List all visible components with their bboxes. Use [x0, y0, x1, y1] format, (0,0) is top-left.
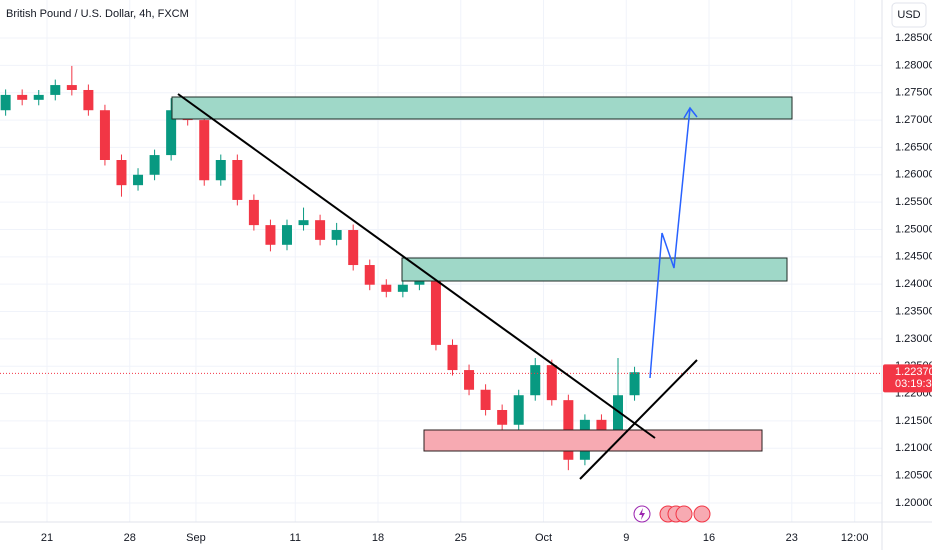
candle-body [248, 199, 259, 226]
x-tick-label: 25 [455, 532, 467, 544]
candle-body [265, 225, 276, 245]
currency-button[interactable] [891, 2, 927, 28]
candle-body [381, 284, 392, 292]
y-tick-label: 1.21000 [895, 442, 932, 454]
flag-icon[interactable] [693, 505, 711, 523]
candle-body [133, 174, 144, 186]
candle-body [315, 220, 326, 240]
x-tick-label: 9 [623, 532, 629, 544]
candle-body [596, 419, 607, 431]
candle-body [513, 395, 524, 425]
candle-body [33, 94, 44, 100]
projection-arrow [649, 107, 691, 379]
trend-line [579, 359, 698, 480]
candle-body [215, 160, 226, 181]
resistance-zone [171, 96, 793, 120]
candle-body [166, 110, 177, 156]
candle-body [83, 89, 94, 111]
y-tick-label: 1.23500 [895, 305, 932, 317]
chart-title: British Pound / U.S. Dollar, 4h, FXCM [6, 8, 189, 20]
y-tick-label: 1.27500 [895, 87, 932, 99]
candle-body [530, 365, 541, 396]
candle-body [66, 85, 77, 90]
y-tick-label: 1.26000 [895, 169, 932, 181]
x-tick-label: 11 [290, 532, 301, 544]
y-tick-label: 1.24500 [895, 251, 932, 263]
candle-body [348, 230, 359, 266]
candle-body [464, 370, 475, 390]
currency-label: USD [897, 9, 920, 21]
y-tick-label: 1.27000 [895, 114, 932, 126]
y-tick-label: 1.21500 [895, 415, 932, 427]
y-tick-label: 1.28500 [895, 32, 932, 44]
countdown-label: 03:19:32 [895, 378, 932, 390]
x-tick-label: Oct [535, 532, 552, 544]
candle-body [199, 120, 210, 181]
x-tick-label: 12:00 [841, 532, 869, 544]
candle-body [298, 220, 309, 226]
trend-line [177, 93, 656, 439]
y-tick-label: 1.25000 [895, 223, 932, 235]
candle-body [331, 230, 342, 240]
candle-body [116, 160, 127, 186]
y-tick-label: 1.28000 [895, 59, 932, 71]
candle-body [50, 85, 61, 95]
candle-body [497, 409, 508, 425]
flag-icon[interactable] [675, 505, 693, 523]
arrow-head [683, 106, 698, 119]
candle-body [430, 274, 441, 345]
x-tick-label: 21 [41, 532, 53, 544]
candle-body [149, 155, 160, 175]
support-zone [423, 429, 763, 452]
y-tick-label: 1.20500 [895, 470, 932, 482]
x-tick-label: 23 [786, 532, 798, 544]
drawings [171, 93, 793, 480]
y-tick-label: 1.24000 [895, 278, 932, 290]
x-tick-label: 18 [372, 532, 384, 544]
candle-body [546, 365, 557, 401]
last-price-label: 1.22370 [895, 366, 932, 378]
candle-body [480, 389, 491, 410]
candle-body [232, 160, 243, 200]
candle-body [99, 110, 110, 161]
y-tick-label: 1.26500 [895, 141, 932, 153]
event-icons [633, 505, 711, 523]
candle-body [364, 265, 375, 285]
y-tick-label: 1.25500 [895, 196, 932, 208]
candle-body [17, 94, 28, 100]
resistance-zone [401, 257, 788, 282]
y-tick-label: 1.23000 [895, 333, 932, 345]
candle-body [281, 225, 292, 245]
candle-body [629, 372, 640, 396]
candle-body [0, 94, 11, 111]
candle-body [397, 284, 408, 292]
x-tick-label: 28 [124, 532, 136, 544]
x-tick-label: 16 [703, 532, 715, 544]
y-tick-label: 1.20000 [895, 497, 932, 509]
candle-body [613, 395, 624, 431]
last-price-box [883, 364, 932, 393]
lightning-icon [639, 508, 645, 520]
x-tick-label: Sep [186, 532, 206, 544]
candle-body [447, 344, 458, 371]
